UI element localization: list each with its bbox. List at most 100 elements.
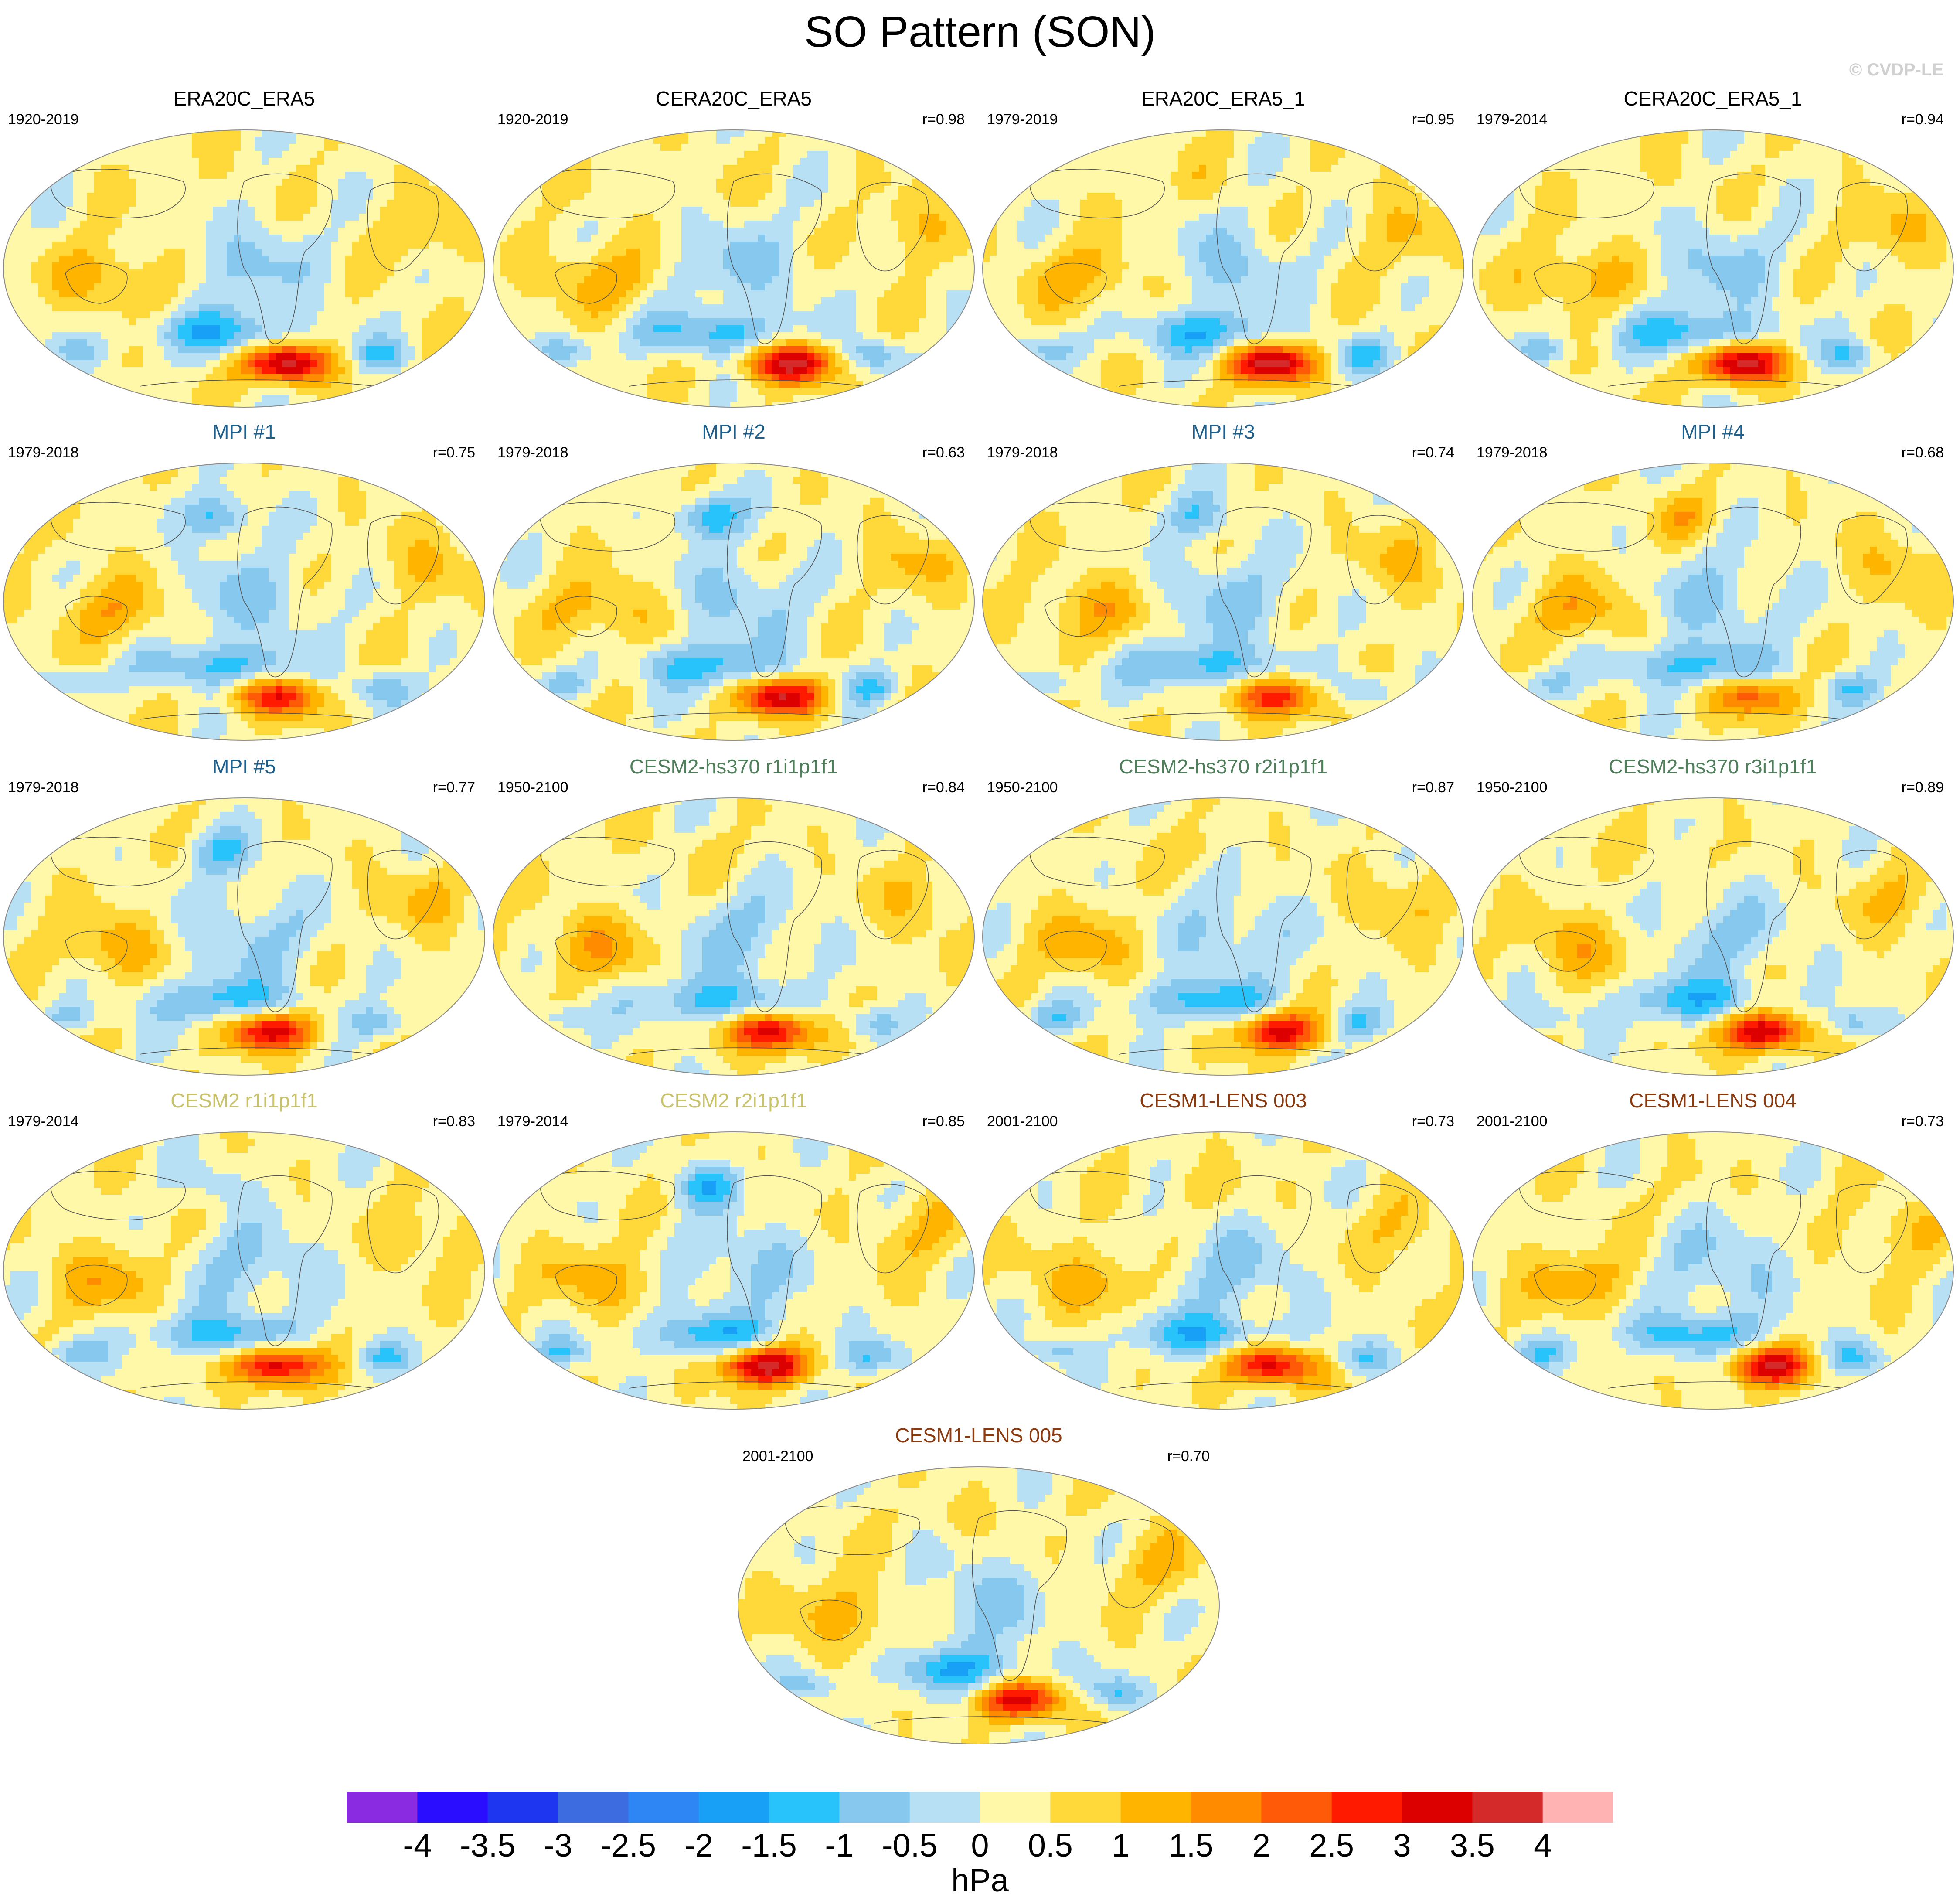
map-field [3, 463, 485, 741]
panel-period: 1979-2018 [8, 779, 79, 796]
colorbar-tick-label: 3.5 [1450, 1825, 1495, 1867]
panel-period: 1979-2019 [987, 111, 1058, 128]
panel-period: 1920-2019 [8, 111, 79, 128]
colorbar-tick-label: 1.5 [1169, 1825, 1214, 1867]
panel-period: 1950-2100 [497, 779, 568, 796]
coastlines [50, 502, 439, 720]
panel-period: 2001-2100 [1477, 1113, 1548, 1130]
panel-pattern-correlation: r=0.95 [1412, 111, 1454, 128]
map-field [1472, 463, 1954, 741]
map-field [493, 797, 975, 1076]
map-field [982, 797, 1464, 1076]
map-field [493, 129, 975, 408]
coastlines [1519, 1171, 1908, 1389]
map-panel: CESM2-hs370 r1i1p1f1 1950-2100 r=0.84 [490, 753, 978, 1076]
panel-title: MPI #2 [490, 419, 978, 445]
colorbar-segment [698, 1792, 769, 1823]
map-panel: CESM1-LENS 005 2001-2100 r=0.70 [735, 1422, 1223, 1745]
coastlines [540, 502, 929, 720]
colorbar-segment [980, 1792, 1051, 1823]
watermark: © CVDP-LE [1849, 60, 1943, 80]
colorbar-tick-label: -3 [544, 1825, 572, 1867]
panel-title: MPI #5 [0, 753, 488, 780]
colorbar-segment [1542, 1792, 1613, 1823]
map-panel: CERA20C_ERA5_1 1979-2014 r=0.94 [1469, 85, 1957, 408]
map-field [3, 1131, 485, 1410]
map-panel: CESM2-hs370 r2i1p1f1 1950-2100 r=0.87 [979, 753, 1467, 1076]
colorbar-tick-label: 3 [1393, 1825, 1411, 1867]
panel-pattern-correlation: r=0.94 [1902, 111, 1944, 128]
panel-period: 1920-2019 [497, 111, 568, 128]
colorbar-tick-label: -1 [825, 1825, 854, 1867]
map-field [1472, 129, 1954, 408]
panel-period: 1950-2100 [1477, 779, 1548, 796]
panel-period: 2001-2100 [742, 1448, 813, 1465]
map-border [738, 1466, 1220, 1744]
map-field [982, 129, 1464, 408]
colorbar-segment [1261, 1792, 1332, 1823]
map-panel: CESM2 r1i1p1f1 1979-2014 r=0.83 [0, 1087, 488, 1410]
map-field [982, 463, 1464, 741]
panel-title: ERA20C_ERA5 [0, 85, 488, 112]
panel-period: 1979-2014 [1477, 111, 1548, 128]
figure-title: SO Pattern (SON) [0, 3, 1960, 60]
panel-title: MPI #1 [0, 419, 488, 445]
colorbar-segment [839, 1792, 910, 1823]
panel-pattern-correlation: r=0.83 [433, 1113, 475, 1130]
colorbar [347, 1792, 1613, 1823]
coastlines [540, 169, 929, 387]
panel-pattern-correlation: r=0.70 [1167, 1448, 1210, 1465]
panel-pattern-correlation: r=0.63 [922, 444, 965, 461]
panel-pattern-correlation: r=0.87 [1412, 779, 1454, 796]
coastlines [50, 169, 439, 387]
colorbar-tick-labels: -4 -3.5 -3 -2.5 -2 -1.5 -1 -0.5 0 0.5 1 1.5 2 2.5 3 3.5… [0, 1825, 1960, 1868]
colorbar-segment [558, 1792, 629, 1823]
panel-pattern-correlation: r=0.89 [1902, 779, 1944, 796]
map-border [493, 129, 975, 408]
map-field [982, 1131, 1464, 1410]
colorbar-tick-label: -4 [403, 1825, 432, 1867]
panel-title: CESM2-hs370 r2i1p1f1 [979, 753, 1467, 780]
colorbar-tick-label: -2 [684, 1825, 713, 1867]
panel-pattern-correlation: r=0.75 [433, 444, 475, 461]
map-panel: MPI #4 1979-2018 r=0.68 [1469, 419, 1957, 741]
panel-title: CESM1-LENS 005 [735, 1422, 1223, 1448]
panel-pattern-correlation: r=0.85 [922, 1113, 965, 1130]
panel-pattern-correlation: r=0.74 [1412, 444, 1454, 461]
colorbar-tick-label: -2.5 [601, 1825, 657, 1867]
panel-period: 1979-2018 [497, 444, 568, 461]
panel-period: 1979-2018 [1477, 444, 1548, 461]
map-field [738, 1466, 1220, 1744]
panel-title: MPI #4 [1469, 419, 1957, 445]
coastlines [540, 1171, 929, 1389]
colorbar-segment [417, 1792, 488, 1823]
map-field [493, 1131, 975, 1410]
panel-pattern-correlation: r=0.77 [433, 779, 475, 796]
panel-period: 1979-2018 [987, 444, 1058, 461]
colorbar-segment [1472, 1792, 1543, 1823]
field-cells [1472, 1132, 1953, 1409]
map-panel: CESM1-LENS 004 2001-2100 r=0.73 [1469, 1087, 1957, 1410]
colorbar-tick-label: 2.5 [1309, 1825, 1354, 1867]
coastlines [785, 1506, 1174, 1724]
panel-pattern-correlation: r=0.73 [1412, 1113, 1454, 1130]
colorbar-segment [1050, 1792, 1121, 1823]
colorbar-tick-label: -3.5 [460, 1825, 516, 1867]
map-border [982, 129, 1464, 408]
panel-period: 2001-2100 [987, 1113, 1058, 1130]
colorbar-segment [1402, 1792, 1473, 1823]
map-field [493, 463, 975, 741]
field-cells [1472, 130, 1953, 407]
panel-pattern-correlation: r=0.68 [1902, 444, 1944, 461]
map-border [493, 463, 975, 741]
panel-pattern-correlation: r=0.73 [1902, 1113, 1944, 1130]
colorbar-tick-label: 1 [1112, 1825, 1130, 1867]
panel-title: MPI #3 [979, 419, 1467, 445]
colorbar-segment [628, 1792, 699, 1823]
map-border [982, 797, 1464, 1076]
panel-title: CESM1-LENS 004 [1469, 1087, 1957, 1114]
colorbar-segment [487, 1792, 558, 1823]
colorbar-tick-label: 0 [971, 1825, 989, 1867]
colorbar-tick-label: 2 [1252, 1825, 1270, 1867]
map-border [493, 1131, 975, 1410]
